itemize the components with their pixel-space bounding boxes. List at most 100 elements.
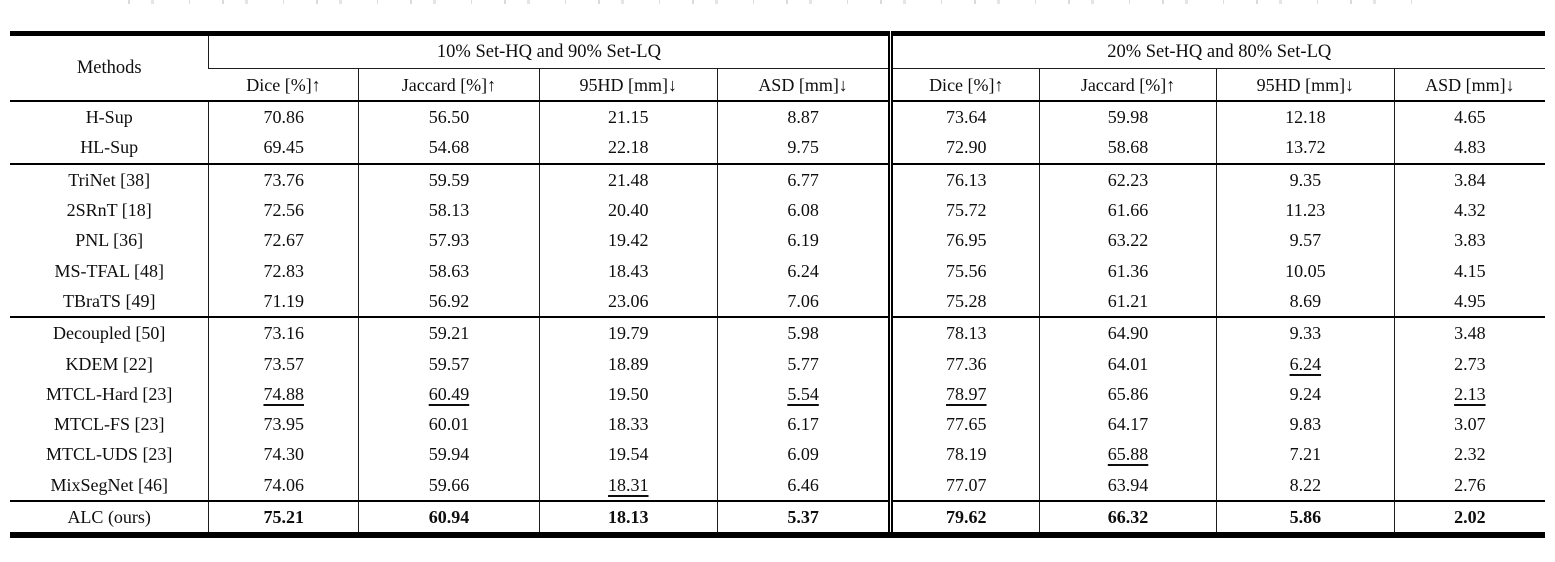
metric-value: 6.77 [716,162,891,195]
metric-value: 73.57 [208,348,359,379]
metric-value: 8.69 [1215,285,1395,318]
metric-value: 56.92 [358,285,540,318]
metric-value: 78.13 [888,316,1040,349]
metric-value: 9.83 [1215,408,1395,440]
method-name: TriNet [38] [10,162,209,195]
metric-value: 77.65 [888,408,1040,440]
table-row: HL-Sup 69.45 54.68 22.18 9.75 72.90 58.68 13.72… [10,132,1545,164]
metric-value: 63.22 [1039,225,1217,256]
metric-value: 6.46 [716,469,891,501]
metric-value: 60.94 [358,499,540,536]
metric-value: 5.54 [716,378,891,409]
metric-value: 62.23 [1039,162,1217,195]
table-row: MTCL-Hard [23] 74.88 60.49 19.50 5.54 78.97 65… [10,378,1545,409]
col-header-asd-1: ASD [mm]↓ [716,68,891,102]
metric-value: 73.64 [888,101,1040,133]
metric-value: 54.68 [358,132,540,164]
metric-value: 5.37 [716,499,891,536]
metric-value: 4.15 [1393,255,1545,286]
metric-value: 8.22 [1215,469,1395,501]
metric-value: 6.24 [1215,348,1395,379]
metric-value: 59.59 [358,162,540,195]
metric-value: 72.83 [208,255,359,286]
metric-value: 77.07 [888,469,1040,501]
metric-value: 18.13 [538,499,718,536]
col-header-asd-2: ASD [mm]↓ [1393,68,1545,102]
metric-value: 64.17 [1039,408,1217,440]
method-name: KDEM [22] [65,353,153,374]
metric-value: 73.16 [208,316,359,349]
metric-value: 2.32 [1393,439,1545,470]
metric-value: 5.86 [1215,499,1395,536]
metric-value: 64.01 [1039,348,1217,379]
method-name: MixSegNet [46] [50,474,168,495]
metric-value: 9.75 [716,132,891,164]
metric-value: 18.43 [538,255,718,286]
metric-value: 61.21 [1039,285,1217,318]
method-name: 2SRnT [18] [66,200,152,221]
table-row: KDEM [22] 73.57 59.57 18.89 5.77 77.36 64.01 6.… [10,348,1545,379]
metric-value: 69.45 [208,132,359,164]
metric-value: 9.33 [1215,316,1395,349]
metric-value: 78.97 [888,378,1040,409]
metric-value: 3.83 [1393,225,1545,256]
method-name: ALC (ours) [10,499,209,536]
cropped-caption-remnant [128,0,1440,4]
table-row: MS-TFAL [48] 72.83 58.63 18.43 6.24 75.56 61.3… [10,255,1545,286]
group-header-row: Methods 10% Set-HQ and 90% Set-LQ 20% Se… [10,33,1545,102]
metric-value: 72.90 [888,132,1040,164]
metric-value: 75.21 [208,499,359,536]
metric-value: 7.21 [1215,439,1395,470]
metric-value: 60.01 [358,408,540,440]
metric-value: 22.18 [538,132,718,164]
metric-value: 7.06 [716,285,891,318]
method-name: PNL [36] [75,230,144,251]
method-name: MTCL-UDS [23] [45,444,173,465]
table-body: H-Sup 70.86 56.50 21.15 8.87 73.64 59.98 12.18 4… [10,101,1545,536]
methods-column-header: Methods [10,33,209,102]
group-header-10pct: 10% Set-HQ and 90% Set-LQ [208,33,891,69]
metric-value: 77.36 [888,348,1040,379]
method-name: TBraTS [49] [62,290,156,311]
method-name: Decoupled [50] [10,316,209,349]
metric-value: 21.48 [538,162,718,195]
metric-value: 19.42 [538,225,718,256]
table-row: H-Sup 70.86 56.50 21.15 8.87 73.64 59.98 12.18 4… [10,101,1545,133]
metric-value: 61.36 [1039,255,1217,286]
table-row: Decoupled [50] 73.16 59.21 19.79 5.98 78.13 64… [10,316,1545,349]
metric-value: 6.09 [716,439,891,470]
metric-value: 2.13 [1393,378,1545,409]
metric-value: 78.19 [888,439,1040,470]
method-name: MTCL-Hard [23] [45,383,173,404]
col-header-jaccard-2: Jaccard [%]↑ [1039,68,1217,102]
metric-value: 57.93 [358,225,540,256]
metric-value: 8.87 [716,101,891,133]
metric-value: 58.63 [358,255,540,286]
metric-value: 76.95 [888,225,1040,256]
metric-value: 19.50 [538,378,718,409]
metric-value: 63.94 [1039,469,1217,501]
metric-value: 66.32 [1039,499,1217,536]
metric-value: 2.73 [1393,348,1545,379]
metric-value: 21.15 [538,101,718,133]
metric-value: 58.68 [1039,132,1217,164]
table-row: PNL [36] 72.67 57.93 19.42 6.19 76.95 63.22 9.5… [10,225,1545,256]
metric-value: 18.31 [538,469,718,501]
metric-value: 9.57 [1215,225,1395,256]
metric-value: 74.88 [208,378,359,409]
metric-value: 9.35 [1215,162,1395,195]
metric-value: 4.95 [1393,285,1545,318]
metric-value: 58.13 [358,194,540,226]
metric-value: 4.83 [1393,132,1545,164]
metric-value: 6.24 [716,255,891,286]
metric-value: 61.66 [1039,194,1217,226]
col-header-jaccard-1: Jaccard [%]↑ [358,68,540,102]
col-header-95hd-2: 95HD [mm]↓ [1215,68,1395,102]
metric-value: 2.76 [1393,469,1545,501]
metric-value: 12.18 [1215,101,1395,133]
results-table: Methods 10% Set-HQ and 90% Set-LQ 20% Se… [10,31,1545,539]
table-row: TriNet [38] 73.76 59.59 21.48 6.77 76.13 62.23… [10,162,1545,195]
metric-value: 6.17 [716,408,891,440]
metric-value: 59.57 [358,348,540,379]
